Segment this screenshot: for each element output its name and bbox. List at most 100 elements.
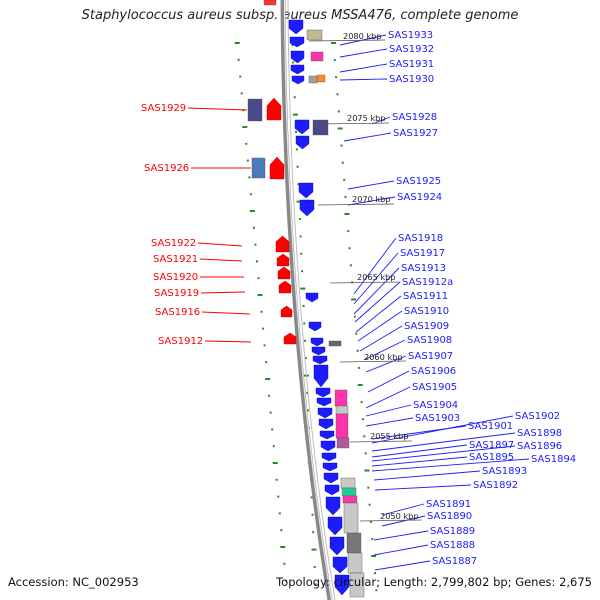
tick-mark [257, 277, 260, 280]
left-gene-label: SAS1916 [155, 307, 200, 318]
right-gene-label: SAS1930 [389, 74, 434, 85]
left-label-leader [187, 107, 248, 111]
right-label-leader [355, 295, 402, 333]
kbp-marker-label: 2050 kbp [380, 511, 419, 521]
other-feature [328, 340, 342, 347]
other-feature [346, 532, 362, 554]
left-gene-label: SAS1912 [158, 336, 203, 347]
right-gene-label: SAS1910 [404, 306, 449, 317]
tick-mark [269, 411, 272, 414]
reverse-gene-arrow [280, 305, 293, 318]
right-label-leader [373, 530, 429, 541]
tick-mark [343, 178, 346, 181]
forward-gene-arrow [327, 516, 343, 536]
tick-mark [344, 195, 347, 198]
reverse-gene-feature [247, 98, 263, 122]
tick-mark [340, 144, 343, 147]
accession-text: Accession: NC_002953 [8, 575, 139, 589]
tick-mark [306, 392, 309, 394]
kbp-marker-label: 2065 kbp [357, 272, 396, 282]
right-gene-label: SAS1887 [432, 556, 477, 567]
right-gene-label: SAS1903 [415, 413, 460, 424]
left-label-leader [199, 258, 243, 262]
right-gene-label: SAS1925 [396, 176, 441, 187]
right-gene-label: SAS1932 [389, 44, 434, 55]
tick-mark [300, 287, 306, 290]
right-gene-label: SAS1909 [404, 321, 449, 332]
tick-mark [292, 113, 298, 116]
forward-gene-arrow [322, 462, 338, 472]
tick-mark [283, 562, 286, 565]
right-label-leader [363, 339, 406, 361]
right-gene-label: SAS1895 [469, 452, 514, 463]
forward-gene-arrow [305, 292, 319, 303]
right-gene-label: SAS1905 [412, 382, 457, 393]
tick-mark [333, 59, 336, 62]
tick-mark [239, 75, 242, 78]
right-label-leader [365, 404, 412, 417]
forward-gene-arrow [310, 337, 324, 347]
tick-mark [293, 96, 296, 99]
tick-mark [337, 127, 343, 130]
tick-mark [249, 210, 255, 212]
reverse-gene-arrow [269, 156, 285, 180]
tick-mark [277, 495, 280, 498]
right-gene-label: SAS1912a [402, 277, 453, 288]
tick-mark [271, 428, 274, 431]
tick-mark [364, 452, 367, 455]
tick-mark [363, 435, 366, 438]
map-title: Staphylococcus aureus subsp. aureus MSSA… [81, 8, 519, 23]
left-label-leader [204, 340, 252, 343]
rna-gene-feature [310, 51, 324, 62]
tick-mark [357, 384, 363, 386]
topology-text: Topology: circular; Length: 2,799,802 bp… [276, 575, 592, 589]
tick-mark [355, 332, 358, 335]
reverse-gene-arrow [283, 332, 297, 345]
tick-mark [364, 469, 370, 472]
gene-features [247, 0, 365, 598]
right-label-leader [371, 444, 468, 458]
tick-mark [367, 486, 370, 489]
tick-mark [368, 503, 371, 506]
tick-mark [336, 93, 339, 96]
other-feature [341, 487, 357, 497]
forward-gene-arrow [290, 50, 305, 64]
tick-mark [262, 327, 265, 330]
tick-mark [314, 583, 317, 586]
tick-mark [371, 537, 374, 540]
right-gene-label: SAS1892 [473, 480, 518, 491]
genome-backbone [280, 0, 336, 600]
forward-gene-feature [312, 119, 329, 136]
tick-mark [299, 235, 302, 238]
tick-mark [263, 344, 266, 347]
right-gene-label: SAS1898 [517, 428, 562, 439]
tick-mark [375, 589, 378, 592]
tick-mark [310, 496, 313, 499]
right-label-leader [374, 560, 431, 571]
right-gene-label: SAS1902 [515, 411, 560, 422]
kbp-marker-label: 2080 kbp [343, 31, 382, 41]
forward-gene-arrow [321, 452, 337, 462]
tick-mark [348, 247, 351, 250]
forward-gene-arrow [317, 407, 333, 419]
right-gene-label: SAS1906 [411, 366, 456, 377]
tick-mark [300, 252, 303, 255]
right-label-leader [381, 503, 425, 516]
forward-gene-arrow [299, 199, 315, 217]
tick-mark [374, 572, 376, 575]
right-label-leader [353, 237, 397, 295]
tick-mark [272, 462, 278, 464]
reverse-gene-feature [251, 157, 266, 179]
forward-gene-arrow [313, 364, 329, 388]
right-label-leader [371, 458, 530, 472]
right-gene-label: SAS1933 [388, 30, 433, 41]
tick-mark [349, 264, 352, 267]
right-gene-label: SAS1913 [401, 263, 446, 274]
forward-gene-arrow [315, 387, 331, 398]
kbp-marker-label: 2055 kbp [370, 431, 409, 441]
tick-mark [257, 294, 263, 296]
left-gene-label: SAS1920 [153, 272, 198, 283]
right-gene-label: SAS1889 [430, 526, 475, 537]
kbp-tick-line [339, 360, 407, 363]
